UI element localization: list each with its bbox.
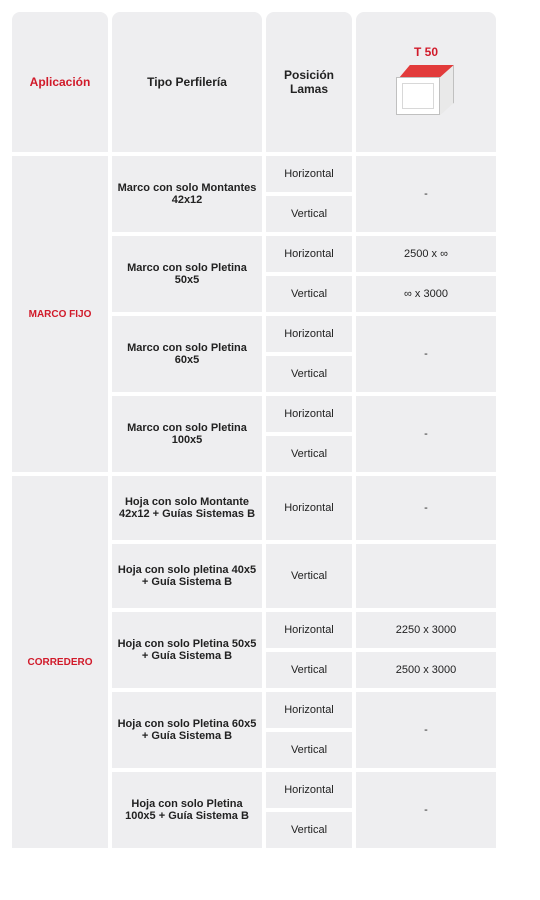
tipo-cell: Hoja con solo Pletina 50x5 + Guía Sistem… (112, 612, 262, 688)
aplicacion-cell: MARCO FIJO (12, 156, 108, 472)
tipo-cell: Marco con solo Montantes 42x12 (112, 156, 262, 232)
data-row: Hoja con solo pletina 40x5 + Guía Sistem… (112, 544, 496, 608)
data-row: Marco con solo Pletina 50x5Horizontal Ver… (112, 236, 496, 312)
pos-cell: Horizontal (266, 476, 352, 540)
pos-cell: Horizontal (266, 772, 352, 808)
pos-stack: Vertical (266, 544, 352, 608)
pos-cell: Vertical (266, 652, 352, 688)
dim-cell: - (356, 476, 496, 540)
dim-stack (356, 544, 496, 608)
dim-cell: - (356, 772, 496, 848)
pos-stack: Horizontal Vertical (266, 156, 352, 232)
dim-stack: - (356, 772, 496, 848)
tipo-cell: Marco con solo Pletina 50x5 (112, 236, 262, 312)
data-row: Marco con solo Pletina 60x5Horizontal Ver… (112, 316, 496, 392)
data-row: Hoja con solo Pletina 60x5 + Guía Sistem… (112, 692, 496, 768)
aplicacion-cell: CORREDERO (12, 476, 108, 848)
header-tipo: Tipo Perfilería (112, 12, 262, 152)
dim-stack: 2250 x 3000 2500 x 3000 (356, 612, 496, 688)
pos-cell: Vertical (266, 544, 352, 608)
dim-stack: - (356, 396, 496, 472)
header-row: Aplicación Tipo Perfilería Posición Lama… (12, 12, 528, 152)
dim-cell: ∞ x 3000 (356, 276, 496, 312)
pos-cell: Horizontal (266, 396, 352, 432)
pos-cell: Vertical (266, 276, 352, 312)
dim-cell (356, 544, 496, 608)
data-row: Hoja con solo Pletina 100x5 + Guía Siste… (112, 772, 496, 848)
dim-cell: 2500 x ∞ (356, 236, 496, 272)
dim-cell: 2250 x 3000 (356, 612, 496, 648)
tipo-cell: Marco con solo Pletina 60x5 (112, 316, 262, 392)
header-aplicacion: Aplicación (12, 12, 108, 152)
dim-cell: - (356, 396, 496, 472)
dim-stack: - (356, 316, 496, 392)
pos-stack: Horizontal Vertical (266, 692, 352, 768)
pos-cell: Vertical (266, 356, 352, 392)
pos-cell: Horizontal (266, 612, 352, 648)
data-row: Hoja con solo Montante 42x12 + Guías Sis… (112, 476, 496, 540)
dim-cell: - (356, 692, 496, 768)
cube-icon (396, 65, 456, 119)
dim-cell: - (356, 316, 496, 392)
producto-label: T 50 (414, 45, 438, 59)
dim-cell: 2500 x 3000 (356, 652, 496, 688)
tipo-cell: Hoja con solo Pletina 60x5 + Guía Sistem… (112, 692, 262, 768)
pos-stack: Horizontal Vertical (266, 396, 352, 472)
pos-cell: Vertical (266, 732, 352, 768)
dim-stack: - (356, 476, 496, 540)
pos-stack: Horizontal (266, 476, 352, 540)
dim-stack: 2500 x ∞ ∞ x 3000 (356, 236, 496, 312)
table-wrapper: Aplicación Tipo Perfilería Posición Lama… (12, 12, 528, 852)
data-row: Hoja con solo Pletina 50x5 + Guía Sistem… (112, 612, 496, 688)
pos-cell: Vertical (266, 196, 352, 232)
data-row: Marco con solo Pletina 100x5Horizontal Ve… (112, 396, 496, 472)
dim-cell: - (356, 156, 496, 232)
pos-stack: Horizontal Vertical (266, 772, 352, 848)
dim-stack: - (356, 692, 496, 768)
header-posicion: Posición Lamas (266, 12, 352, 152)
pos-cell: Vertical (266, 812, 352, 848)
tipo-cell: Hoja con solo Pletina 100x5 + Guía Siste… (112, 772, 262, 848)
pos-stack: Horizontal Vertical (266, 236, 352, 312)
group-row: MARCO FIJOMarco con solo Montantes 42x12… (12, 156, 528, 472)
pos-stack: Horizontal Vertical (266, 612, 352, 688)
pos-cell: Vertical (266, 436, 352, 472)
group-row: CORREDEROHoja con solo Montante 42x12 + … (12, 476, 528, 848)
pos-cell: Horizontal (266, 236, 352, 272)
dim-stack: - (356, 156, 496, 232)
pos-cell: Horizontal (266, 156, 352, 192)
tipo-cell: Hoja con solo Montante 42x12 + Guías Sis… (112, 476, 262, 540)
pos-cell: Horizontal (266, 692, 352, 728)
tipo-cell: Marco con solo Pletina 100x5 (112, 396, 262, 472)
tipo-cell: Hoja con solo pletina 40x5 + Guía Sistem… (112, 544, 262, 608)
data-row: Marco con solo Montantes 42x12Horizontal… (112, 156, 496, 232)
pos-stack: Horizontal Vertical (266, 316, 352, 392)
header-producto: T 50 (356, 12, 496, 152)
pos-cell: Horizontal (266, 316, 352, 352)
